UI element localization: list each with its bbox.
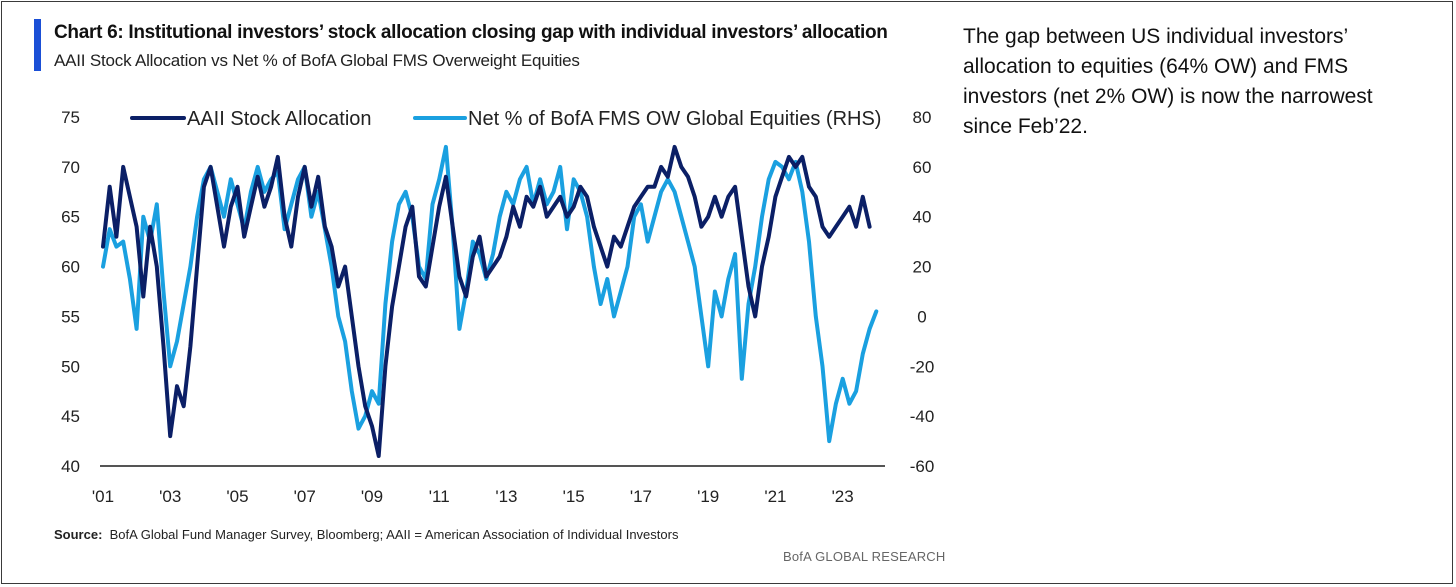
y-left-tick-label: 60 [61,258,80,277]
chart-title: Chart 6: Institutional investors’ stock … [54,22,888,43]
footer-brand: BofA GLOBAL RESEARCH [783,549,946,564]
y-left-tick-label: 65 [61,208,80,227]
y-left-tick-label: 75 [61,108,80,127]
source-note: Source: BofA Global Fund Manager Survey,… [54,527,678,542]
legend-label: AAII Stock Allocation [187,108,372,130]
y-axis-right: -60 -40 -20 0 20 40 60 80 [910,108,935,476]
x-tick-label: '01 [92,487,114,506]
legend-item-aaii: AAII Stock Allocation [130,108,372,130]
y-left-tick-label: 50 [61,357,80,376]
x-tick-label: '09 [361,487,383,506]
x-tick-label: '05 [226,487,248,506]
y-left-tick-label: 55 [61,307,80,326]
x-tick-label: '15 [563,487,585,506]
y-right-tick-label: 20 [913,258,932,277]
y-right-tick-label: 40 [913,208,932,227]
y-right-tick-label: -20 [910,357,935,376]
source-text: BofA Global Fund Manager Survey, Bloombe… [109,527,679,542]
series-line-fms [101,144,879,444]
commentary-text: The gap between US individual investors’… [963,25,1373,138]
x-tick-label: '21 [764,487,786,506]
y-right-tick-label: 60 [913,158,932,177]
legend-item-fms: Net % of BofA FMS OW Global Equities (RH… [413,108,881,130]
x-tick-label: '17 [630,487,652,506]
legend-label: Net % of BofA FMS OW Global Equities (RH… [468,108,881,130]
chart-subtitle: AAII Stock Allocation vs Net % of BofA G… [54,51,580,70]
y-axis-left: 40 45 50 55 60 65 70 75 [61,108,80,476]
y-right-tick-label: 0 [917,307,926,326]
x-tick-label: '07 [294,487,316,506]
x-tick-label: '19 [697,487,719,506]
series-line-aaii [101,144,872,458]
y-left-tick-label: 45 [61,407,80,426]
x-tick-label: '23 [832,487,854,506]
y-left-tick-label: 40 [61,457,80,476]
x-tick-label: '03 [159,487,181,506]
source-label: Source: [54,527,103,542]
y-right-tick-label: 80 [913,108,932,127]
legend: AAII Stock Allocation Net % of BofA FMS O… [130,108,881,130]
y-right-tick-label: -60 [910,457,935,476]
x-tick-label: '13 [495,487,517,506]
x-tick-label: '11 [429,487,450,506]
y-left-tick-label: 70 [61,158,80,177]
series-layer [101,144,879,458]
y-right-tick-label: -40 [910,407,935,426]
title-accent-bar [34,19,41,71]
x-axis: '01 '03 '05 '07 '09 '11 '13 '15 '17 '19 '21 '23 [92,487,854,506]
